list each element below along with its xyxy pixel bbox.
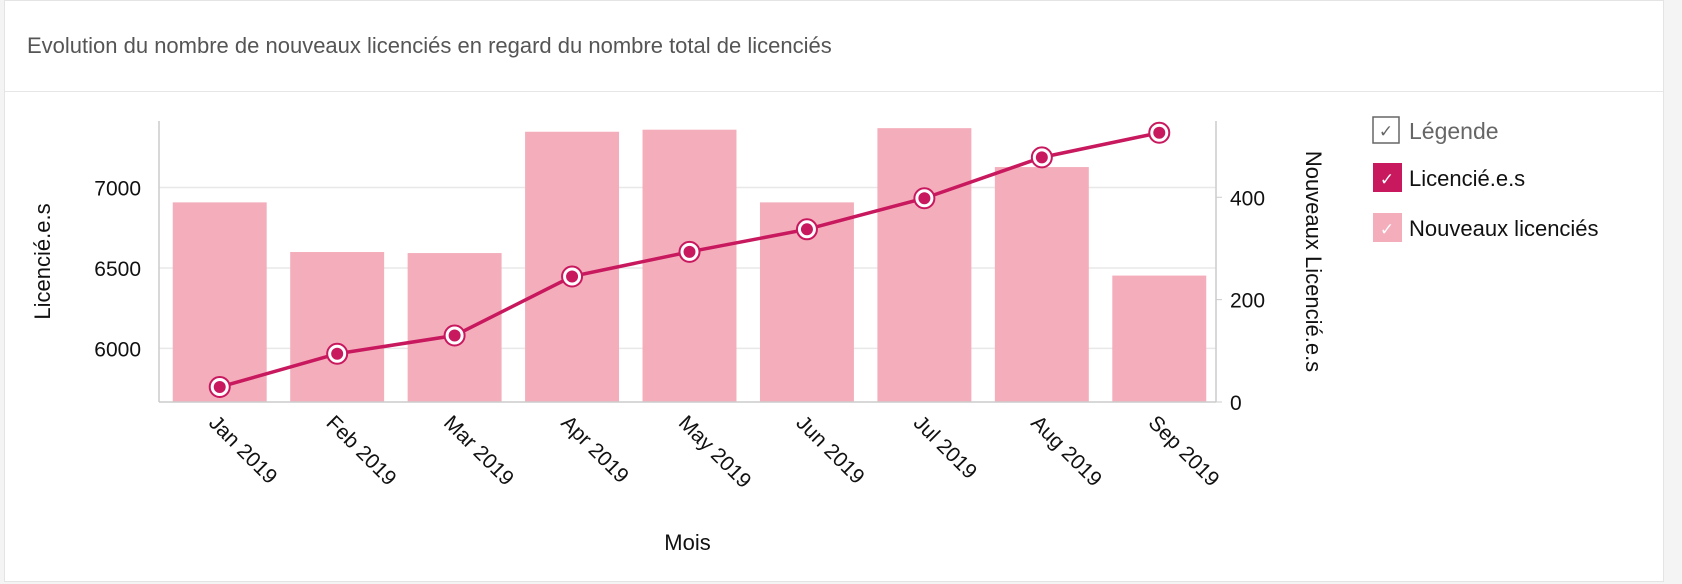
chart-title: Evolution du nombre de nouveaux licencié… xyxy=(27,33,832,58)
line-point-dot xyxy=(918,192,931,205)
x-tick-label: Feb 2019 xyxy=(322,411,401,490)
x-axis-title: Mois xyxy=(664,530,710,555)
x-tick-label: Sep 2019 xyxy=(1144,411,1224,491)
x-tick-label: Jun 2019 xyxy=(791,411,868,488)
x-tick-label: Mar 2019 xyxy=(439,411,518,490)
bar-may-2019[interactable] xyxy=(642,129,737,402)
bar-aug-2019[interactable] xyxy=(994,167,1089,402)
line-point-dot xyxy=(800,223,813,236)
left-tick-label: 7000 xyxy=(94,177,141,200)
check-icon: ✓ xyxy=(1379,122,1393,141)
right-tick-label: 200 xyxy=(1230,290,1265,313)
x-tick-label: May 2019 xyxy=(674,411,755,492)
bar-feb-2019[interactable] xyxy=(290,252,385,402)
legend-label[interactable]: Licencié.e.s xyxy=(1409,166,1525,191)
legend-swatch-nouveaux[interactable] xyxy=(1373,213,1402,242)
legend-swatch-licencies[interactable] xyxy=(1373,163,1402,192)
card-header: Evolution du nombre de nouveaux licencié… xyxy=(5,1,1663,92)
x-tick-label: Jan 2019 xyxy=(204,411,281,488)
left-tick-label: 6500 xyxy=(94,258,141,281)
left-tick-label: 6000 xyxy=(94,338,141,361)
right-tick-label: 0 xyxy=(1230,392,1242,415)
x-tick-label: Jul 2019 xyxy=(909,411,981,483)
line-point-dot xyxy=(1153,126,1166,139)
line-point-dot xyxy=(683,245,696,258)
check-icon: ✓ xyxy=(1380,170,1394,189)
x-tick-label: Apr 2019 xyxy=(557,411,634,488)
line-point-dot xyxy=(448,329,461,342)
line-point-dot xyxy=(566,270,579,283)
check-icon: ✓ xyxy=(1380,220,1394,239)
line-point-dot xyxy=(331,347,344,360)
bar-jul-2019[interactable] xyxy=(877,128,972,402)
x-tick-label: Aug 2019 xyxy=(1026,411,1106,491)
legend-toggle-checkbox[interactable] xyxy=(1372,116,1400,144)
line-point-dot xyxy=(213,381,226,394)
left-axis-title: Licencié.e.s xyxy=(30,203,55,319)
right-axis-title: Nouveaux Licencié.e.s xyxy=(1301,151,1326,372)
legend-label[interactable]: Nouveaux licenciés xyxy=(1409,216,1599,241)
line-point-dot xyxy=(1035,151,1048,164)
bar-sep-2019[interactable] xyxy=(1112,275,1207,402)
bar-jan-2019[interactable] xyxy=(172,202,267,402)
right-tick-label: 400 xyxy=(1230,187,1265,210)
legend-title: Légende xyxy=(1409,118,1499,144)
